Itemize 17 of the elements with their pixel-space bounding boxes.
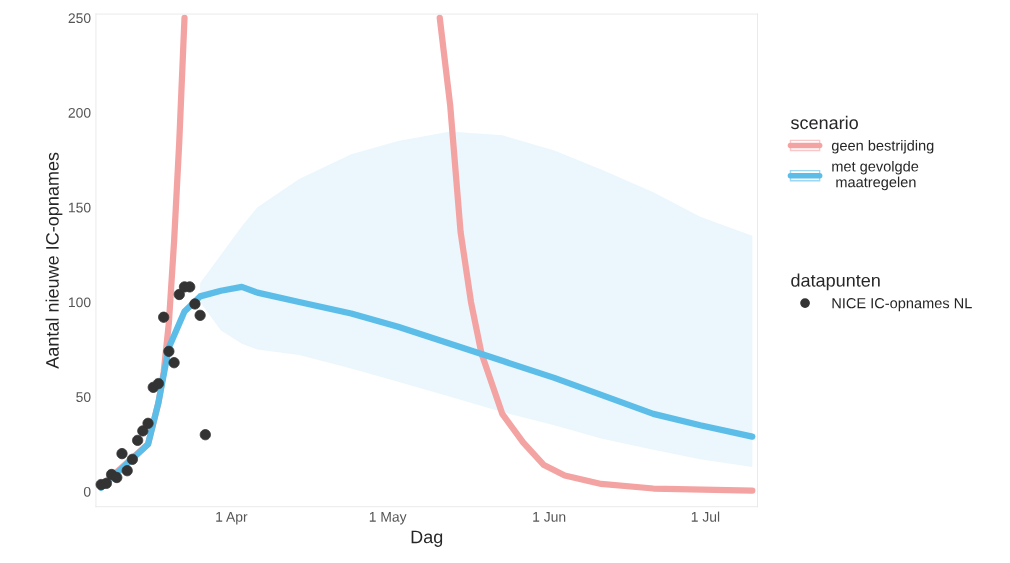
y-tick-label: 150 [68,202,91,213]
x-tick-label: 1 Jul [691,511,720,522]
y-tick-label: 200 [68,107,91,118]
y-tick-label: 250 [68,13,91,24]
text: datapunten [791,273,880,291]
legend-label: geen bestrijding [831,140,934,154]
legend-label: NICE IC-opnames NL [832,298,972,312]
x-tick-label: 1 Apr [216,512,248,525]
legend-label: met gevolgde maatregelen [832,160,919,191]
x-tick-label: 1 May [369,512,407,525]
x-tick-label: 1 Jun [533,512,566,522]
y-tick-label: 50 [76,392,91,402]
y-axis-title: Aantal nieuwe IC-opnames [45,152,63,369]
x-axis-title: Dag [411,530,443,547]
text: scenario [790,115,858,130]
y-tick-label: 100 [68,297,91,308]
y-tick-label: 0 [83,486,91,497]
